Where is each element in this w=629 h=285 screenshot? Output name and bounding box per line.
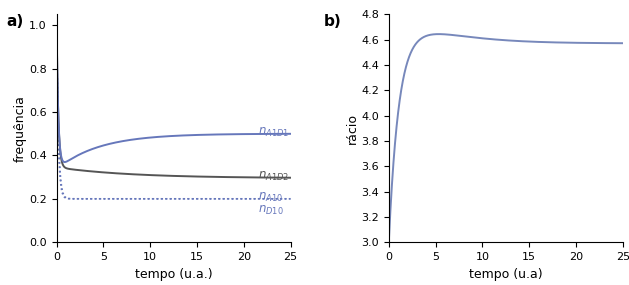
- Text: a): a): [7, 14, 24, 29]
- Text: $n_{D10}$: $n_{D10}$: [258, 204, 284, 217]
- Text: $n_{A1D1}$: $n_{A1D1}$: [258, 126, 289, 139]
- Y-axis label: frequência: frequência: [13, 95, 26, 162]
- Text: $n_{A10}$: $n_{A10}$: [258, 191, 282, 204]
- Text: b): b): [324, 14, 342, 29]
- X-axis label: tempo (u.a): tempo (u.a): [469, 268, 543, 280]
- Y-axis label: rácio: rácio: [345, 113, 359, 144]
- Text: $n_{A1D2}$: $n_{A1D2}$: [258, 170, 289, 183]
- X-axis label: tempo (u.a.): tempo (u.a.): [135, 268, 213, 280]
